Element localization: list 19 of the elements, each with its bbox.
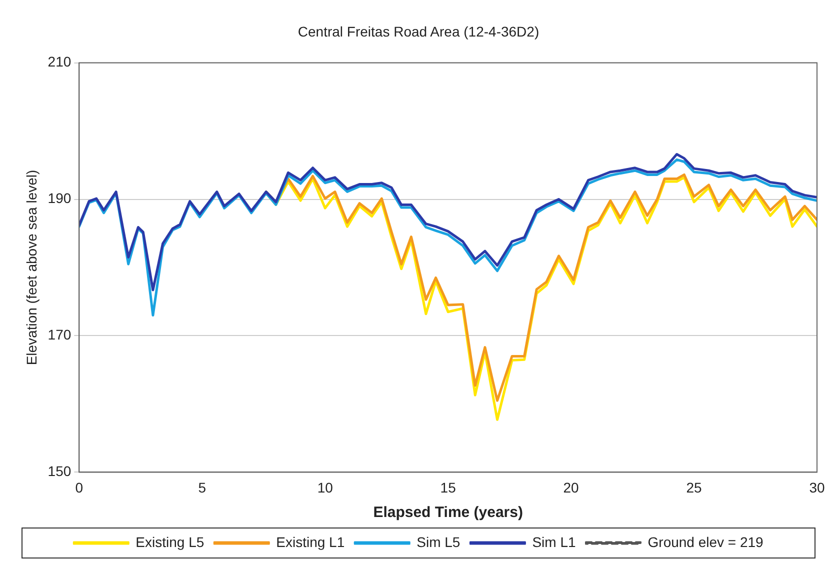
- x-tick-label: 10: [317, 479, 334, 496]
- y-tick-label: 150: [48, 463, 72, 480]
- x-axis-title: Elapsed Time (years): [373, 504, 523, 522]
- legend-label: Sim L1: [532, 534, 576, 550]
- legend-label: Existing L5: [136, 534, 204, 550]
- legend-label: Ground elev = 219: [648, 534, 764, 550]
- y-axis-title: Elevation (feet above sea level): [23, 170, 40, 366]
- legend-label: Sim L5: [416, 534, 460, 550]
- legend-label: Existing L1: [276, 534, 345, 550]
- x-tick-label: 25: [686, 479, 702, 496]
- x-tick-label: 0: [75, 479, 84, 496]
- y-tick-label: 170: [48, 326, 72, 343]
- x-tick-label: 5: [198, 479, 206, 496]
- x-tick-label: 15: [440, 479, 456, 496]
- y-tick-label: 190: [48, 190, 72, 206]
- x-tick-label: 20: [563, 479, 580, 496]
- x-tick-label: 30: [809, 479, 825, 496]
- chart-title: Central Freitas Road Area (12-4-36D2): [298, 23, 540, 40]
- y-tick-label: 210: [48, 54, 72, 70]
